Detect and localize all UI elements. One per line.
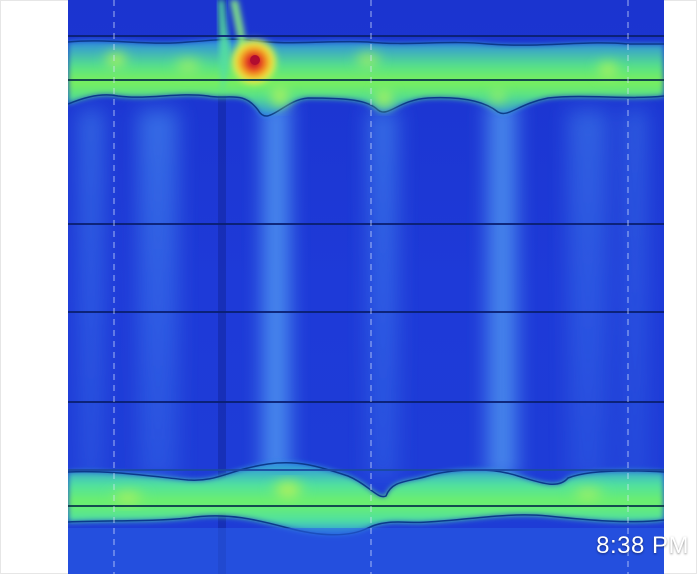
timestamp-label: 8:38 PM [596, 532, 689, 559]
spectrogram-graphic [68, 0, 664, 574]
spectrogram-image[interactable] [68, 0, 664, 574]
